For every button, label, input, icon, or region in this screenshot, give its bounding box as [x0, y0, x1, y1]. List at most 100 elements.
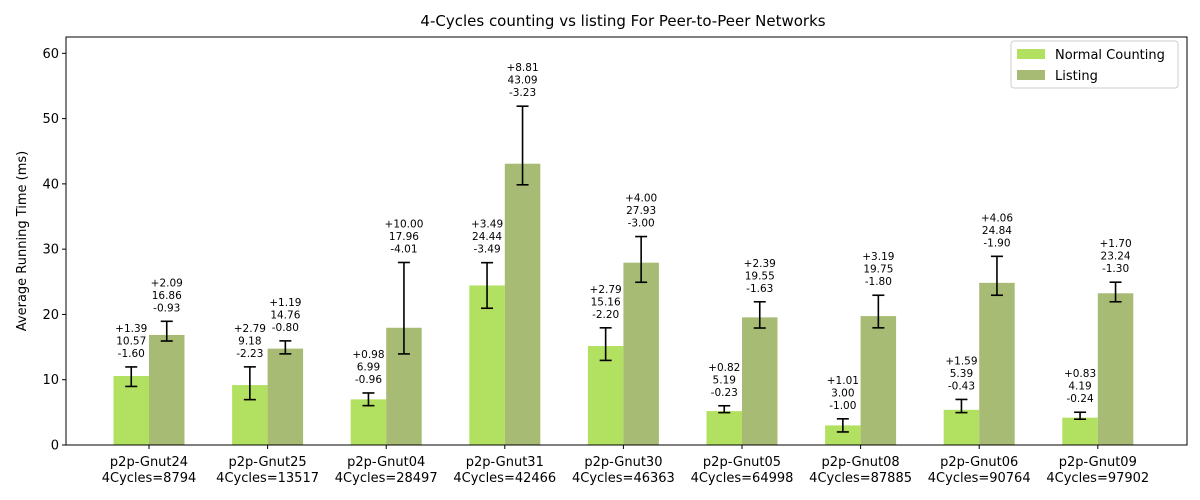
legend-box [1010, 40, 1179, 89]
data-label-counting-7-1: 5.39 [950, 368, 973, 380]
legend-label-0: Normal Counting [1055, 48, 1165, 63]
error-bar-counting-6 [836, 418, 849, 433]
bar-counting-6 [825, 425, 861, 445]
data-label-listing-5-0: +2.39 [744, 258, 776, 270]
bar-listing-8 [1097, 293, 1134, 445]
data-label-listing-3-1: 43.09 [508, 75, 538, 87]
data-label-listing-5-2: -1.63 [746, 283, 773, 295]
y-tick-label: 30 [42, 243, 59, 258]
error-bar-listing-2 [397, 261, 410, 355]
error-bar-listing-5 [753, 300, 766, 329]
legend: Normal Counting Listing [1010, 40, 1179, 89]
y-tick-label: 0 [51, 439, 59, 454]
error-bar-listing-6 [872, 294, 885, 329]
x-tick-label-2-0: p2p-Gnut04 [347, 455, 425, 470]
data-label-counting-1-2: -2.23 [236, 348, 263, 360]
error-bar-listing-4 [635, 235, 648, 284]
y-tick-label: 50 [42, 112, 59, 127]
x-tick-label-1-0: p2p-Gnut25 [229, 455, 307, 470]
error-bar-counting-7 [955, 398, 968, 414]
y-tick-label: 40 [42, 177, 59, 192]
data-label-counting-5-1: 5.19 [713, 374, 736, 386]
bar-listing-0 [149, 334, 185, 445]
data-label-counting-3-2: -3.49 [473, 244, 500, 256]
data-label-listing-2-0: +10.00 [385, 218, 424, 230]
error-bar-listing-0 [160, 320, 173, 342]
axes-frame [65, 36, 1188, 446]
data-label-counting-7-2: -0.43 [948, 380, 975, 392]
data-label-counting-2-2: -0.96 [355, 374, 382, 386]
x-tick-label-6-1: 4Cycles=87885 [809, 471, 912, 486]
x-tick-label-5-1: 4Cycles=64998 [691, 471, 794, 486]
bar-listing-6 [860, 316, 897, 445]
chart-title: 4-Cycles counting vs listing For Peer-to… [420, 12, 825, 30]
data-label-counting-8-0: +0.83 [1064, 368, 1096, 380]
x-tick-label-5-0: p2p-Gnut05 [703, 455, 781, 470]
data-label-counting-0-1: 10.57 [116, 335, 146, 347]
data-label-counting-8-2: -0.24 [1066, 393, 1093, 405]
x-tick-label-2-1: 4Cycles=28497 [335, 471, 438, 486]
data-label-counting-3-1: 24.44 [472, 231, 502, 243]
data-label-listing-0-0: +2.09 [151, 277, 183, 289]
data-label-counting-1-0: +2.79 [234, 323, 266, 335]
data-label-listing-1-1: 14.76 [270, 309, 300, 321]
data-label-counting-5-0: +0.82 [708, 362, 740, 374]
error-bar-listing-7 [990, 255, 1003, 297]
x-tick-label-8-0: p2p-Gnut09 [1059, 455, 1137, 470]
y-tick-label: 10 [42, 373, 59, 388]
x-tick-label-7-1: 4Cycles=90764 [928, 471, 1031, 486]
legend-swatch-0 [1017, 49, 1045, 59]
data-label-listing-2-1: 17.96 [389, 231, 419, 243]
data-label-counting-5-2: -0.23 [711, 387, 738, 399]
data-label-listing-6-1: 19.75 [863, 264, 893, 276]
x-tick-label-0-0: p2p-Gnut24 [110, 455, 188, 470]
bar-listing-5 [742, 317, 778, 445]
data-label-counting-8-1: 4.19 [1068, 381, 1091, 393]
data-label-listing-7-0: +4.06 [981, 212, 1013, 224]
data-label-listing-0-2: -0.93 [153, 302, 180, 314]
bar-listing-3 [504, 163, 541, 445]
data-label-listing-3-2: -3.23 [509, 87, 536, 99]
data-label-listing-4-2: -3.00 [628, 218, 655, 230]
data-label-listing-7-1: 24.84 [982, 225, 1012, 237]
error-bar-listing-3 [516, 105, 529, 186]
x-tick-label-7-0: p2p-Gnut06 [940, 455, 1018, 470]
x-tick-label-4-1: 4Cycles=46363 [572, 471, 675, 486]
data-label-counting-2-0: +0.98 [352, 349, 384, 361]
data-label-counting-4-1: 15.16 [591, 296, 621, 308]
data-label-listing-6-0: +3.19 [862, 251, 894, 263]
error-bar-counting-4 [599, 327, 612, 362]
data-label-counting-4-0: +2.79 [590, 284, 622, 296]
data-label-listing-7-2: -1.90 [983, 237, 1010, 249]
x-tick-label-3-0: p2p-Gnut31 [466, 455, 544, 470]
data-label-listing-3-0: +8.81 [506, 62, 538, 74]
data-label-counting-4-2: -2.20 [592, 309, 619, 321]
legend-label-1: Listing [1055, 69, 1098, 84]
error-bar-counting-2 [362, 392, 375, 407]
data-label-listing-4-1: 27.93 [626, 205, 656, 217]
bar-counting-5 [706, 411, 742, 445]
data-label-listing-1-2: -0.80 [272, 322, 299, 334]
data-label-counting-0-0: +1.39 [115, 323, 147, 335]
error-bar-counting-5 [718, 404, 731, 414]
error-bar-counting-3 [481, 261, 494, 310]
x-tick-label-8-1: 4Cycles=97902 [1046, 471, 1149, 486]
error-bar-listing-1 [279, 340, 292, 355]
bar-counting-7 [943, 409, 980, 445]
x-tick-label-0-1: 4Cycles=8794 [102, 471, 197, 486]
y-tick-label: 20 [42, 308, 59, 323]
data-label-listing-8-0: +1.70 [1099, 238, 1131, 250]
error-bar-counting-1 [243, 366, 256, 401]
data-label-listing-0-1: 16.86 [152, 290, 182, 302]
y-axis-label: Average Running Time (ms) [15, 151, 30, 331]
y-tick-label: 60 [42, 47, 59, 62]
bar-counting-2 [350, 399, 387, 445]
data-label-counting-0-2: -1.60 [118, 348, 145, 360]
data-label-listing-8-2: -1.30 [1102, 263, 1129, 275]
bar-listing-4 [623, 262, 659, 445]
data-label-listing-4-0: +4.00 [625, 193, 657, 205]
data-label-listing-8-1: 23.24 [1101, 251, 1131, 263]
bar-listing-7 [979, 282, 1015, 445]
